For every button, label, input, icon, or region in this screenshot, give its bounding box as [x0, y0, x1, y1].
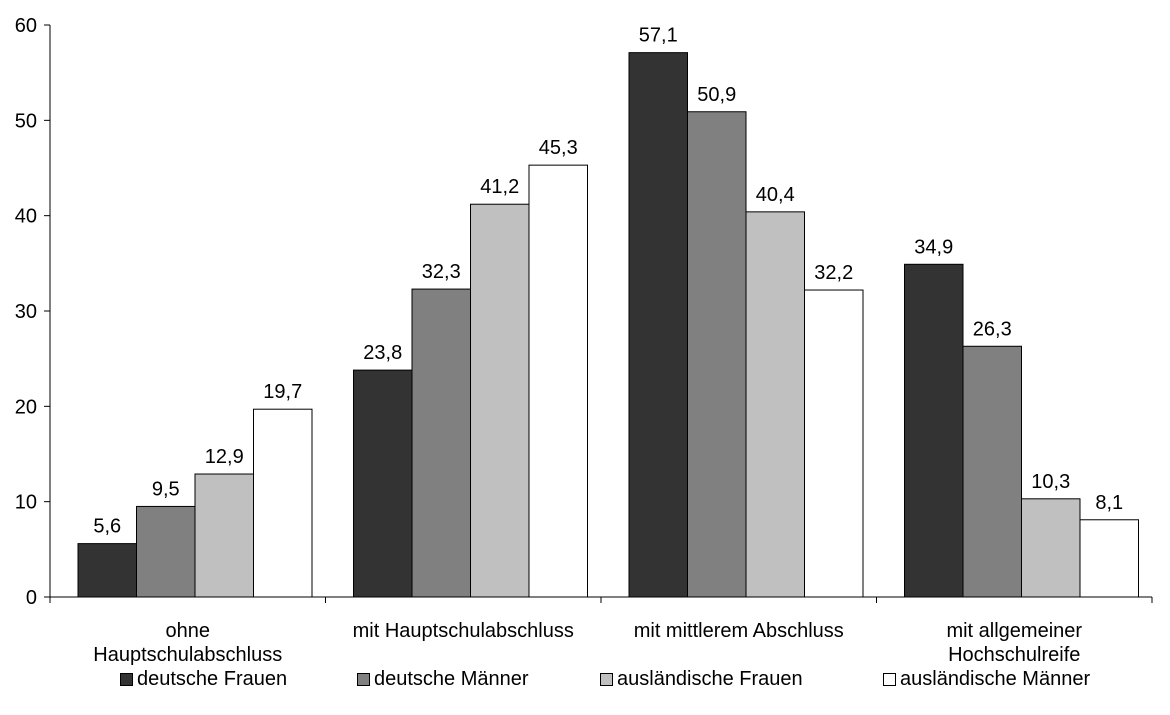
bar-value-label: 19,7 [263, 381, 302, 403]
bar [194, 473, 254, 598]
bar [353, 369, 413, 598]
bar [1079, 519, 1139, 598]
bar [904, 263, 964, 598]
x-category-label: mit allgemeiner Hochschulreife [946, 620, 1082, 666]
bar-value-label: 32,3 [422, 261, 461, 283]
bar-value-label: 12,9 [205, 446, 244, 468]
bar-value-label: 23,8 [363, 342, 402, 364]
legend-swatch [357, 673, 370, 686]
y-tick-label: 0 [26, 587, 37, 609]
bar-value-label: 40,4 [756, 184, 795, 206]
x-category-label: mit mittlerem Abschluss [634, 620, 844, 642]
legend-label: deutsche Frauen [137, 668, 288, 690]
bar [528, 164, 588, 598]
bar-value-label: 9,5 [152, 478, 180, 500]
bar [687, 111, 747, 598]
bar-value-label: 8,1 [1095, 492, 1123, 514]
legend-item-deutsche-maenner: deutsche Männer [357, 668, 529, 691]
legend-item-auslaendische-frauen: ausländische Frauen [600, 668, 803, 691]
y-tick-label: 30 [15, 301, 37, 323]
bar-value-label: 50,9 [697, 84, 736, 106]
legend: deutsche Frauen deutsche Männer ausländi… [0, 668, 1170, 702]
value-labels-group: 5,6 23,8 57,1 34,9 9,5 32,3 50,9 26,3 12,9 41,2 40… [93, 25, 1123, 538]
bar-value-label: 57,1 [639, 25, 678, 47]
legend-label: ausländische Männer [900, 668, 1091, 690]
legend-swatch [883, 673, 896, 686]
bar [470, 203, 530, 598]
legend-item-deutsche-frauen: deutsche Frauen [120, 668, 287, 691]
y-tick-label: 50 [15, 110, 37, 132]
y-tick-label: 20 [15, 396, 37, 418]
bar-value-label: 26,3 [973, 318, 1012, 340]
legend-swatch [600, 673, 613, 686]
y-tick-label: 60 [15, 15, 37, 37]
bar [628, 52, 688, 598]
bars-group [77, 52, 1139, 598]
bar [411, 288, 471, 598]
y-tick-label: 10 [15, 492, 37, 514]
x-category-label: ohne Hauptschulabschluss [93, 620, 282, 666]
bar [745, 211, 805, 598]
y-tick-label: 40 [15, 206, 37, 228]
bar [77, 543, 137, 598]
legend-swatch [120, 673, 133, 686]
bar-value-label: 10,3 [1031, 471, 1070, 493]
bar-value-label: 34,9 [914, 236, 953, 258]
bar-value-label: 41,2 [480, 176, 519, 198]
bar [253, 408, 313, 598]
bar-value-label: 5,6 [93, 516, 121, 538]
legend-label: ausländische Frauen [617, 668, 803, 690]
bar [804, 289, 864, 598]
y-ticks-group: 0 10 20 30 40 50 60 [15, 15, 50, 609]
legend-item-auslaendische-maenner: ausländische Männer [883, 668, 1090, 691]
bar-value-label: 45,3 [539, 137, 578, 159]
bar [962, 345, 1022, 598]
bar [136, 505, 196, 598]
x-categories-group: ohne Hauptschulabschluss mit Hauptschulabs… [49, 597, 1153, 666]
bar [1021, 498, 1081, 598]
bar-value-label: 32,2 [814, 262, 853, 284]
x-category-label: mit Hauptschulabschluss [353, 620, 574, 642]
legend-label: deutsche Männer [374, 668, 529, 690]
